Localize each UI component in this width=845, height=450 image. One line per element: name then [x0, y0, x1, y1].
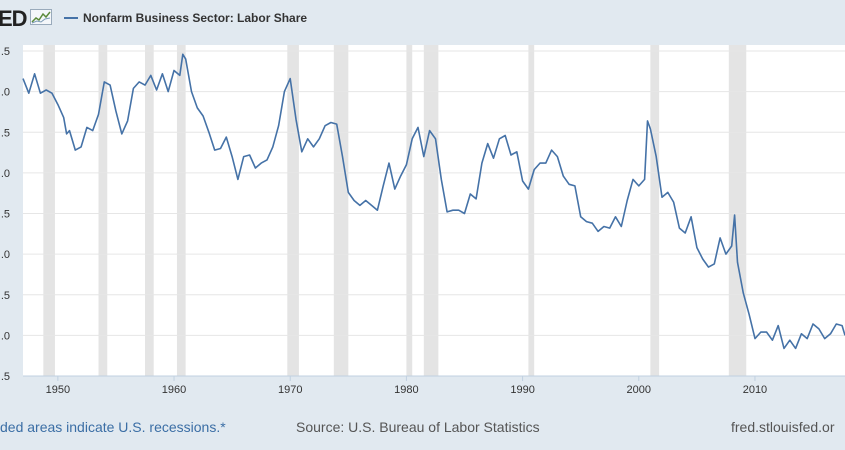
recession-band-1	[98, 45, 108, 376]
recession-band-9	[650, 45, 660, 376]
x-tick-label: 1970	[278, 384, 302, 396]
x-tick-label: 2010	[743, 384, 767, 396]
legend-swatch	[64, 17, 78, 19]
recession-bands	[43, 45, 747, 376]
x-tick-label: 1990	[510, 384, 534, 396]
y-tick-label: .5	[1, 371, 10, 383]
recession-band-7	[423, 45, 439, 376]
recession-band-2	[144, 45, 154, 376]
recession-band-6	[406, 45, 413, 376]
y-tick-label: .5	[1, 46, 10, 58]
recession-band-8	[528, 45, 535, 376]
x-tick-label: 1980	[394, 384, 418, 396]
y-tick-label: .0	[1, 87, 10, 99]
recession-band-0	[43, 45, 55, 376]
chart-header: ED Nonfarm Business Sector: Labor Share	[0, 0, 845, 38]
y-tick-label: .0	[1, 249, 10, 261]
recession-band-10	[728, 45, 747, 376]
y-axis: .5 .0 .5 .0 .5 .0 .5 .0 .5	[1, 46, 10, 383]
chart-legend[interactable]: Nonfarm Business Sector: Labor Share	[64, 11, 307, 25]
recession-note[interactable]: ded areas indicate U.S. recessions.*	[0, 419, 226, 435]
y-tick-label: .5	[1, 290, 10, 302]
recession-band-3	[176, 45, 186, 376]
source-text: Source: U.S. Bureau of Labor Statistics	[296, 419, 540, 435]
recession-band-4	[287, 45, 299, 376]
site-link[interactable]: fred.stlouisfed.or	[731, 419, 835, 435]
recession-band-5	[333, 45, 349, 376]
y-tick-label: .5	[1, 209, 10, 221]
legend-label: Nonfarm Business Sector: Labor Share	[83, 11, 308, 25]
x-tick-label: 1960	[162, 384, 186, 396]
x-axis: 1950 1960 1970 1980 1990 2000 2010	[23, 375, 845, 396]
x-tick-label: 1950	[46, 384, 70, 396]
fred-logo[interactable]: ED	[0, 6, 28, 31]
series-line-labor-share	[22, 53, 845, 350]
x-tick-label: 2000	[627, 384, 651, 396]
fred-graph-icon[interactable]	[30, 9, 52, 25]
y-tick-label: .0	[1, 330, 10, 342]
y-tick-label: .0	[1, 168, 10, 180]
y-tick-label: .5	[1, 127, 10, 139]
